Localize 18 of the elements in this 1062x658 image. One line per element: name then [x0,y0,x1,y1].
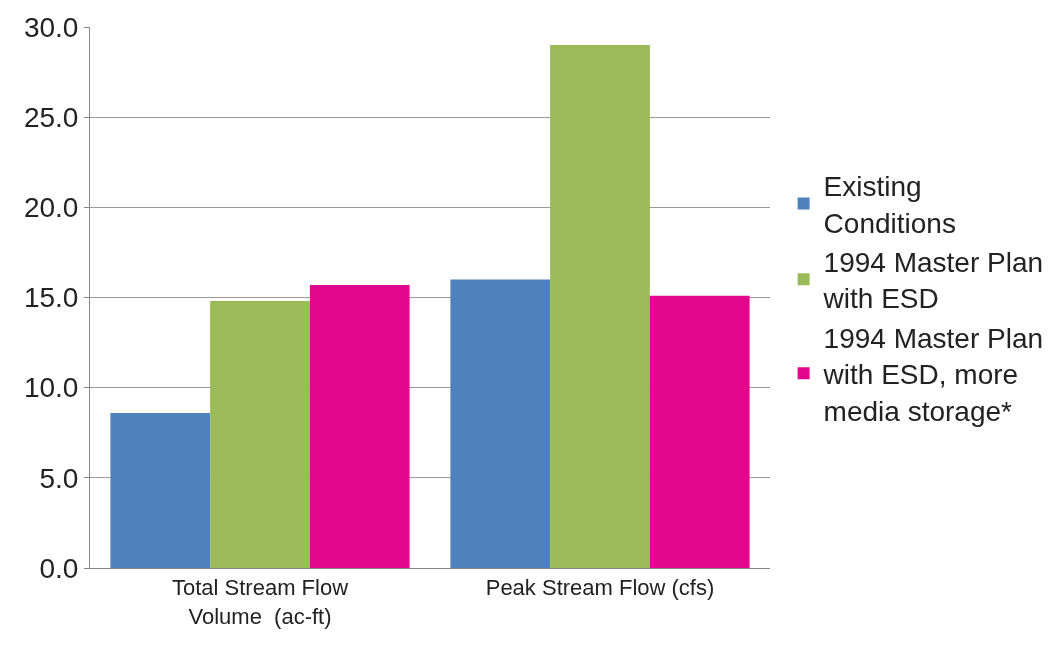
y-tick-label: 20.0 [23,192,79,224]
y-tick-label: 10.0 [23,372,79,404]
legend-label: 1994 Master Plan with ESD [822,246,1044,315]
bar [210,301,310,568]
bar [110,412,211,568]
bar [649,295,750,568]
y-tick-label: 25.0 [23,101,79,133]
y-tick-label: 15.0 [23,282,79,314]
bar [450,279,551,568]
bar [550,45,650,568]
legend-label: Existing Conditions [823,171,956,239]
y-tick-label: 30.0 [23,11,79,43]
bar [309,284,410,568]
legend-label: 1994 Master Plan with ESD, more media storage* [822,322,1044,427]
x-tick-label: Peak Stream Flow (cfs) [485,575,715,601]
y-tick-label: 0.0 [39,552,79,584]
y-tick-label: 5.0 [39,462,79,494]
x-tick-label: Total Stream Flow Volume (ac-ft) [171,575,349,629]
